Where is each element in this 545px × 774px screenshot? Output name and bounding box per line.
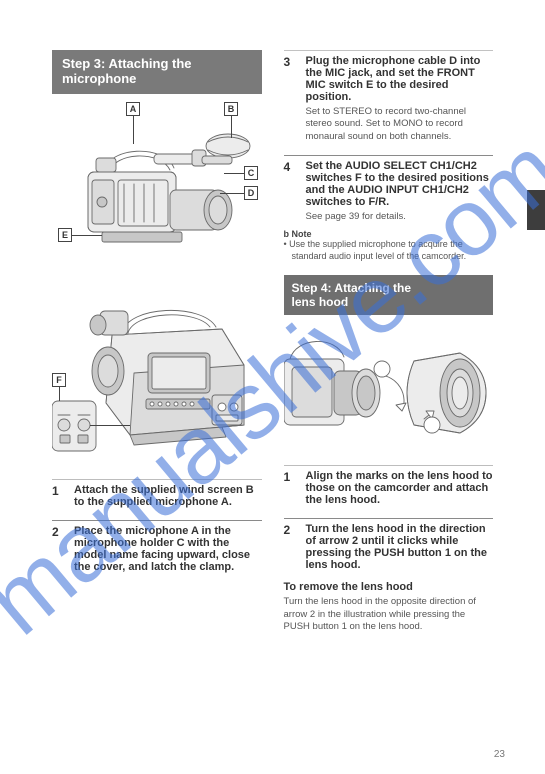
step-body: See page 39 for details. — [306, 211, 494, 223]
callout-a: A — [126, 102, 140, 116]
right-column: 3 Plug the microphone cable D into the M… — [284, 50, 494, 744]
svg-text:1: 1 — [429, 421, 435, 432]
lenshood-illustration: 1 2 — [284, 323, 494, 451]
remove-hood-body: Turn the lens hood in the opposite direc… — [284, 596, 494, 634]
step-title: Plug the microphone cable D into the MIC… — [306, 55, 494, 103]
note-label: b Note — [284, 229, 494, 239]
section-header-line2: microphone — [62, 71, 136, 86]
figure-mic-rear: F — [52, 275, 262, 465]
step-2: 2 Place the microphone A in the micropho… — [52, 521, 262, 573]
note-bullet: • Use the supplied microphone to acquire… — [292, 239, 494, 262]
step-4: 4 Set the AUDIO SELECT CH1/CH2 switches … — [284, 156, 494, 208]
callout-d: D — [244, 186, 258, 200]
step-number: 4 — [284, 160, 298, 208]
callout-b: B — [224, 102, 238, 116]
section-header-microphone: Step 3: Attaching the microphone — [52, 50, 262, 94]
step-3: 3 Plug the microphone cable D into the M… — [284, 51, 494, 103]
content-area: Step 3: Attaching the microphone A B C D… — [52, 50, 493, 744]
step-title: Place the microphone A in the microphone… — [74, 525, 262, 573]
step-1: 1 Attach the supplied wind screen B to t… — [52, 480, 262, 508]
figure-mic-top: A B C D E — [52, 102, 262, 267]
step-number: 1 — [52, 484, 66, 508]
camera-illustration-2 — [52, 275, 262, 465]
section-header-lenshood: Step 4: Attaching the lens hood — [284, 275, 494, 315]
remove-hood-heading: To remove the lens hood — [284, 581, 494, 593]
page-root: manualshive.com Step 3: Attaching the mi… — [0, 0, 545, 774]
step-title: Turn the lens hood in the direction of a… — [306, 523, 494, 571]
hood-step-2: 2 Turn the lens hood in the direction of… — [284, 519, 494, 571]
step-number: 2 — [52, 525, 66, 573]
step-number: 1 — [284, 470, 298, 506]
svg-text:2: 2 — [379, 365, 385, 376]
section-header-line1: Step 3: Attaching the — [62, 56, 192, 71]
section-header-line1: Step 4: Attaching the — [292, 281, 412, 295]
step-title: Attach the supplied wind screen B to the… — [74, 484, 262, 508]
step-title: Align the marks on the lens hood to thos… — [306, 470, 494, 506]
figure-lenshood: 1 2 — [284, 323, 494, 451]
step-body: Set to STEREO to record two-channel ster… — [306, 106, 494, 143]
step-number: 2 — [284, 523, 298, 571]
left-column: Step 3: Attaching the microphone A B C D… — [52, 50, 262, 744]
step-title: Set the AUDIO SELECT CH1/CH2 switches F … — [306, 160, 494, 208]
section-header-line2: lens hood — [292, 295, 349, 309]
callout-c: C — [244, 166, 258, 180]
step-number: 3 — [284, 55, 298, 103]
page-edge-tab — [527, 190, 545, 230]
callout-e: E — [58, 228, 72, 242]
hood-step-1: 1 Align the marks on the lens hood to th… — [284, 466, 494, 506]
page-number: 23 — [494, 749, 505, 760]
callout-f: F — [52, 373, 66, 387]
